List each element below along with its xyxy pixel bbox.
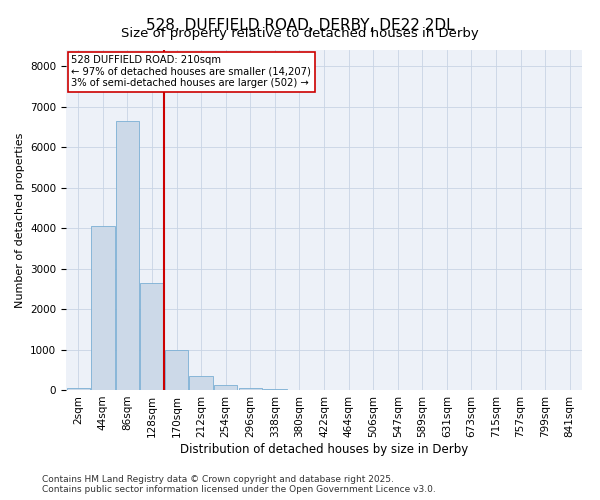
- Bar: [263, 388, 287, 390]
- Bar: [116, 121, 139, 390]
- Bar: [165, 350, 188, 390]
- X-axis label: Distribution of detached houses by size in Derby: Distribution of detached houses by size …: [180, 442, 468, 456]
- Text: 528, DUFFIELD ROAD, DERBY, DE22 2DL: 528, DUFFIELD ROAD, DERBY, DE22 2DL: [146, 18, 454, 32]
- Text: Contains HM Land Registry data © Crown copyright and database right 2025.
Contai: Contains HM Land Registry data © Crown c…: [42, 474, 436, 494]
- Bar: [67, 388, 90, 390]
- Bar: [91, 226, 115, 390]
- Bar: [214, 385, 238, 390]
- Bar: [239, 388, 262, 390]
- Bar: [190, 376, 213, 390]
- Bar: [140, 282, 164, 390]
- Y-axis label: Number of detached properties: Number of detached properties: [14, 132, 25, 308]
- Text: Size of property relative to detached houses in Derby: Size of property relative to detached ho…: [121, 28, 479, 40]
- Text: 528 DUFFIELD ROAD: 210sqm
← 97% of detached houses are smaller (14,207)
3% of se: 528 DUFFIELD ROAD: 210sqm ← 97% of detac…: [71, 55, 311, 88]
